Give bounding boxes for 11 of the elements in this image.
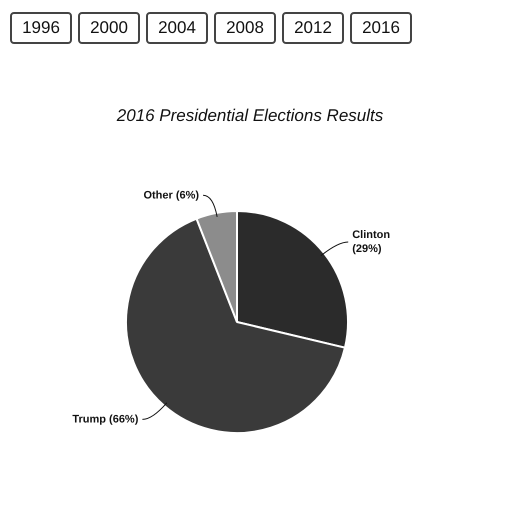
text: 1996 [10, 12, 72, 44]
text: 2000 [78, 12, 140, 44]
chart-title: 2016 Presidential Elections Results [116, 106, 384, 126]
slice-label: Trump (66%) [72, 413, 139, 426]
text: 2008 [214, 12, 276, 44]
slice-label: Clinton [352, 229, 390, 242]
slice-label: Other (6%) [143, 189, 200, 202]
data-label: (29%) [352, 243, 382, 256]
text: 2016 [350, 12, 412, 44]
text: 2012 [282, 12, 344, 44]
text: 2004 [146, 12, 208, 44]
